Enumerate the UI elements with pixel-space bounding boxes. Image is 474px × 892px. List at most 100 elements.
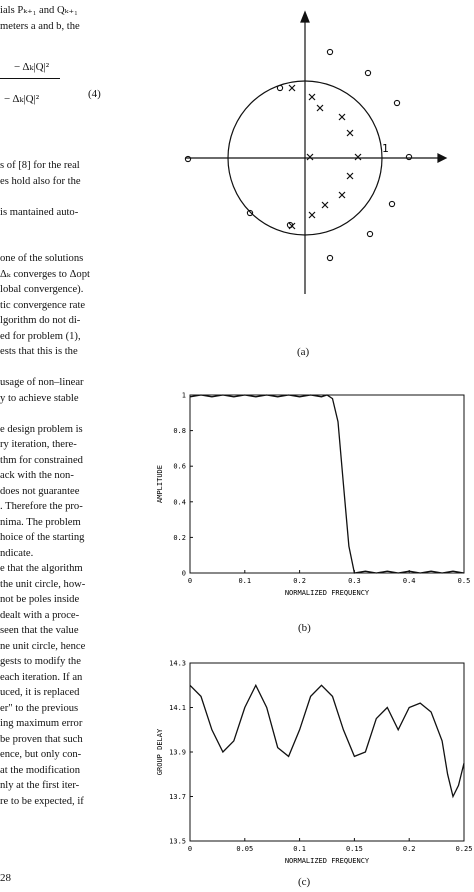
text-line: Δₖ converges to Δopt [0, 268, 90, 280]
real-axis-arrow [437, 153, 448, 163]
y-tick-label: 14.3 [169, 660, 186, 668]
text-line: nima. The problem [0, 516, 81, 528]
imag-axis-arrow [300, 10, 310, 23]
y-tick-label: 1 [182, 392, 186, 400]
equation-line-1: − Δₖ|Q|² [14, 61, 50, 73]
text-line: ndicate. [0, 547, 34, 559]
pole-marker [346, 172, 354, 180]
y-tick-label: 13.7 [169, 793, 186, 801]
text-line: not be poles inside [0, 594, 80, 605]
equation-number: (4) [88, 88, 101, 100]
y-tick-label: 0.2 [173, 534, 186, 542]
x-tick-label: 0.5 [458, 577, 471, 585]
y-tick-label: 13.5 [169, 838, 186, 846]
text-line: seen that the value [0, 625, 79, 636]
text-line: uced, it is replaced [0, 687, 80, 698]
text-line: dealt with a proce- [0, 609, 80, 621]
text-line: hoice of the starting [0, 532, 85, 543]
text-line: usage of non–linear [0, 377, 84, 388]
zero-marker [246, 209, 254, 217]
text-line: ing maximum error [0, 718, 83, 729]
text-line: ed for problem (1), [0, 330, 81, 342]
text-line: ne unit circle, hence [0, 640, 86, 652]
y-axis-label: AMPLITUDE [156, 465, 164, 503]
zero-marker [276, 84, 284, 92]
y-tick-label: 0.4 [173, 498, 186, 506]
text-line: y to achieve stable [0, 392, 79, 404]
text-line: one of the solutions [0, 253, 84, 264]
x-tick-label: 0.05 [236, 845, 253, 853]
plot-frame [189, 662, 465, 842]
text-line: each iteration. If an [0, 671, 83, 683]
text-line: ry iteration, there- [0, 439, 77, 450]
text-line: re to be expected, if [0, 795, 84, 807]
pole-marker [346, 129, 354, 137]
text-line: lobal convergence). [0, 284, 84, 295]
text-line: es hold also for the [0, 175, 81, 187]
zero-marker [393, 99, 401, 107]
text-line: tic convergence rate [0, 299, 86, 311]
text-line: e that the algorithm [0, 563, 83, 574]
series-line [189, 394, 465, 574]
x-tick-label: 0 [188, 577, 192, 585]
zero-marker [366, 230, 374, 238]
text-line: meters a and b, the [0, 20, 80, 32]
pole-marker [308, 93, 316, 101]
x-tick-label: 0.2 [403, 845, 416, 853]
zero-marker [326, 48, 334, 56]
zero-marker [364, 69, 372, 77]
text-line: be proven that such [0, 733, 83, 745]
x-tick-label: 0.15 [346, 845, 363, 853]
x-tick-label: 0.1 [293, 845, 306, 853]
y-tick-label: 14.1 [169, 704, 186, 712]
series-line [189, 683, 465, 799]
text-line: er" to the previous [0, 702, 79, 714]
x-tick-label: 0.25 [456, 845, 473, 853]
text-line: ack with the non- [0, 470, 74, 481]
pole-marker [288, 222, 296, 230]
text-line: ests that this is the [0, 346, 78, 357]
x-tick-label: 0.4 [403, 577, 416, 585]
pole-marker [321, 201, 329, 209]
pole-marker [308, 211, 316, 219]
text-line: thm for constrained [0, 454, 83, 466]
pole-marker [354, 153, 362, 161]
y-tick-label: 0 [182, 570, 186, 578]
figure-c-caption: (c) [298, 876, 311, 888]
unit-circle [227, 80, 383, 236]
text-line: s of [8] for the real [0, 160, 80, 171]
text-line: lgorithm do not di- [0, 315, 81, 326]
text-line: at the modification [0, 764, 81, 776]
pole-marker [316, 104, 324, 112]
figure-a-caption: (a) [297, 346, 310, 358]
x-axis-label: NORMALIZED FREQUENCY [285, 589, 370, 597]
x-tick-label: 0.2 [293, 577, 306, 585]
pole-marker [338, 191, 346, 199]
poles-group [288, 84, 362, 230]
text-line: ence, but only con- [0, 749, 82, 760]
figure-b-caption: (b) [298, 622, 311, 634]
zero-marker [388, 200, 396, 208]
text-line: is mantained auto- [0, 206, 79, 218]
x-tick-label: 0 [188, 845, 192, 853]
text-line: e design problem is [0, 423, 83, 435]
y-tick-label: 0.6 [173, 463, 186, 471]
zero-marker [326, 254, 334, 262]
equation-fraction-bar [0, 78, 60, 79]
text-line: gests to modify the [0, 656, 81, 667]
text-line: the unit circle, how- [0, 578, 86, 590]
x-tick-label: 0.1 [238, 577, 251, 585]
y-axis-label: GROUP DELAY [156, 728, 164, 775]
page-number: 28 [0, 872, 11, 884]
text-line: . Therefore the pro- [0, 501, 83, 512]
unit-label: 1 [382, 142, 389, 155]
text-line: nly at the first iter- [0, 780, 80, 791]
x-axis-label: NORMALIZED FREQUENCY [285, 857, 370, 865]
pole-marker [306, 153, 314, 161]
y-tick-label: 13.9 [169, 749, 186, 757]
y-tick-label: 0.8 [173, 427, 186, 435]
equation-line-2: − Δₖ|Q|² [4, 93, 40, 105]
text-line: ials Pₖ₊₁ and Qₖ₊₁ [0, 5, 78, 16]
